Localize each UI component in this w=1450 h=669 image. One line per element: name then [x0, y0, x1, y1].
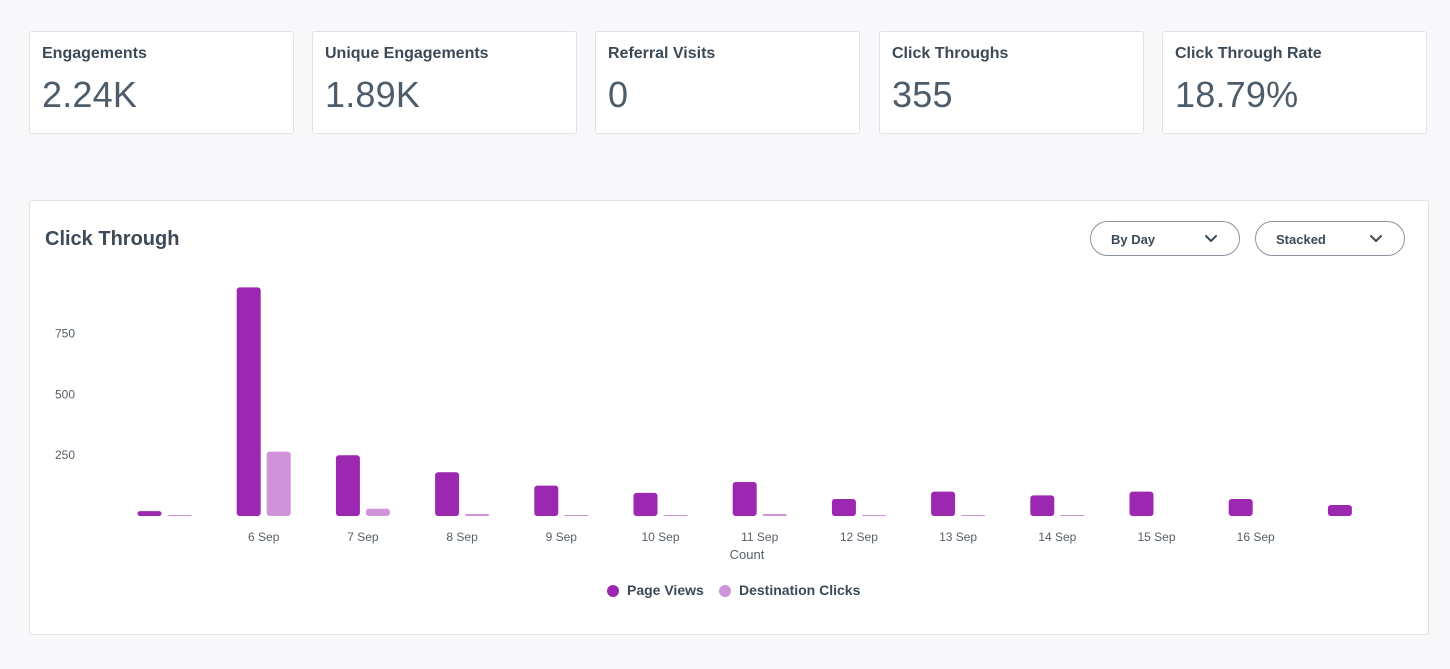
legend-marker: [607, 585, 619, 597]
bar-page-views[interactable]: [931, 491, 956, 516]
bar-destination-clicks[interactable]: [861, 515, 886, 516]
y-tick-label: 500: [55, 387, 75, 401]
x-tick-label: 8 Sep: [446, 530, 478, 544]
bar-destination-clicks[interactable]: [167, 515, 192, 516]
bar-page-views[interactable]: [435, 472, 460, 516]
bar-destination-clicks[interactable]: [365, 508, 390, 516]
bar-page-views[interactable]: [1129, 491, 1154, 516]
kpi-value: 18.79%: [1175, 74, 1299, 115]
x-tick-label: 16 Sep: [1237, 530, 1275, 544]
bar-destination-clicks[interactable]: [266, 451, 291, 516]
legend-marker: [719, 585, 731, 597]
legend-label: Page Views: [627, 582, 704, 598]
kpi-row: Engagements 2.24K Unique Engagements 1.8…: [29, 31, 1429, 136]
x-tick-label: 12 Sep: [840, 530, 878, 544]
bar-destination-clicks[interactable]: [663, 515, 688, 516]
kpi-card-referral-visits[interactable]: Referral Visits 0: [595, 31, 860, 134]
bar-page-views[interactable]: [1228, 498, 1253, 516]
bar-page-views[interactable]: [831, 498, 856, 516]
kpi-card-click-through-rate[interactable]: Click Through Rate 18.79%: [1162, 31, 1427, 134]
bar-page-views[interactable]: [335, 455, 360, 516]
kpi-value: 0: [608, 74, 629, 115]
bar-destination-clicks[interactable]: [762, 514, 787, 516]
kpi-label: Unique Engagements: [325, 45, 489, 62]
kpi-card-unique-engagements[interactable]: Unique Engagements 1.89K: [312, 31, 577, 134]
kpi-label: Engagements: [42, 45, 147, 62]
kpi-value: 1.89K: [325, 74, 421, 115]
bar-destination-clicks[interactable]: [1060, 515, 1085, 516]
x-tick-label: 15 Sep: [1137, 530, 1175, 544]
chevron-down-icon: [1205, 235, 1217, 242]
x-tick-label: 7 Sep: [347, 530, 379, 544]
bar-page-views[interactable]: [137, 511, 162, 516]
bar-page-views[interactable]: [1327, 505, 1352, 516]
kpi-label: Click Throughs: [892, 45, 1009, 62]
kpi-value: 355: [892, 74, 953, 115]
x-tick-label: 14 Sep: [1038, 530, 1076, 544]
click-through-chart: 250 500 750 6 Sep 7 Sep 8 Sep 9 Sep 10 Sep 11 Se…: [55, 287, 1352, 562]
y-tick-label: 250: [55, 448, 75, 462]
group-by-dropdown-label: By Day: [1111, 232, 1156, 247]
chevron-down-icon: [1370, 235, 1382, 242]
x-tick-label: 10 Sep: [641, 530, 679, 544]
legend-label: Destination Clicks: [739, 582, 861, 598]
kpi-card-engagements[interactable]: Engagements 2.24K: [29, 31, 294, 134]
x-tick-label: 11 Sep: [741, 530, 778, 544]
y-tick-label: 750: [55, 327, 75, 341]
kpi-value: 2.24K: [42, 74, 138, 115]
click-through-panel: Click Through By Day Stacked 250 500 750 6 …: [29, 200, 1429, 635]
x-tick-label: 6 Sep: [248, 530, 280, 544]
chart-legend: Page Views Destination Clicks: [30, 582, 1430, 602]
bar-page-views[interactable]: [534, 485, 559, 516]
chart-mode-dropdown-label: Stacked: [1276, 232, 1326, 247]
bar-destination-clicks[interactable]: [961, 515, 986, 516]
panel-title: Click Through: [45, 228, 180, 250]
bar-page-views[interactable]: [633, 492, 658, 516]
group-by-dropdown[interactable]: By Day: [1090, 221, 1240, 256]
bar-page-views[interactable]: [1030, 495, 1055, 516]
kpi-card-click-throughs[interactable]: Click Throughs 355: [879, 31, 1144, 134]
bar-page-views[interactable]: [236, 287, 261, 516]
kpi-label: Referral Visits: [608, 45, 716, 62]
kpi-label: Click Through Rate: [1175, 45, 1322, 62]
x-tick-label: 13 Sep: [939, 530, 977, 544]
bar-page-views[interactable]: [732, 481, 757, 516]
bar-destination-clicks[interactable]: [465, 514, 490, 516]
x-tick-label: 9 Sep: [546, 530, 578, 544]
x-axis-title: Count: [730, 547, 765, 562]
bar-destination-clicks[interactable]: [564, 515, 589, 516]
chart-mode-dropdown[interactable]: Stacked: [1255, 221, 1405, 256]
